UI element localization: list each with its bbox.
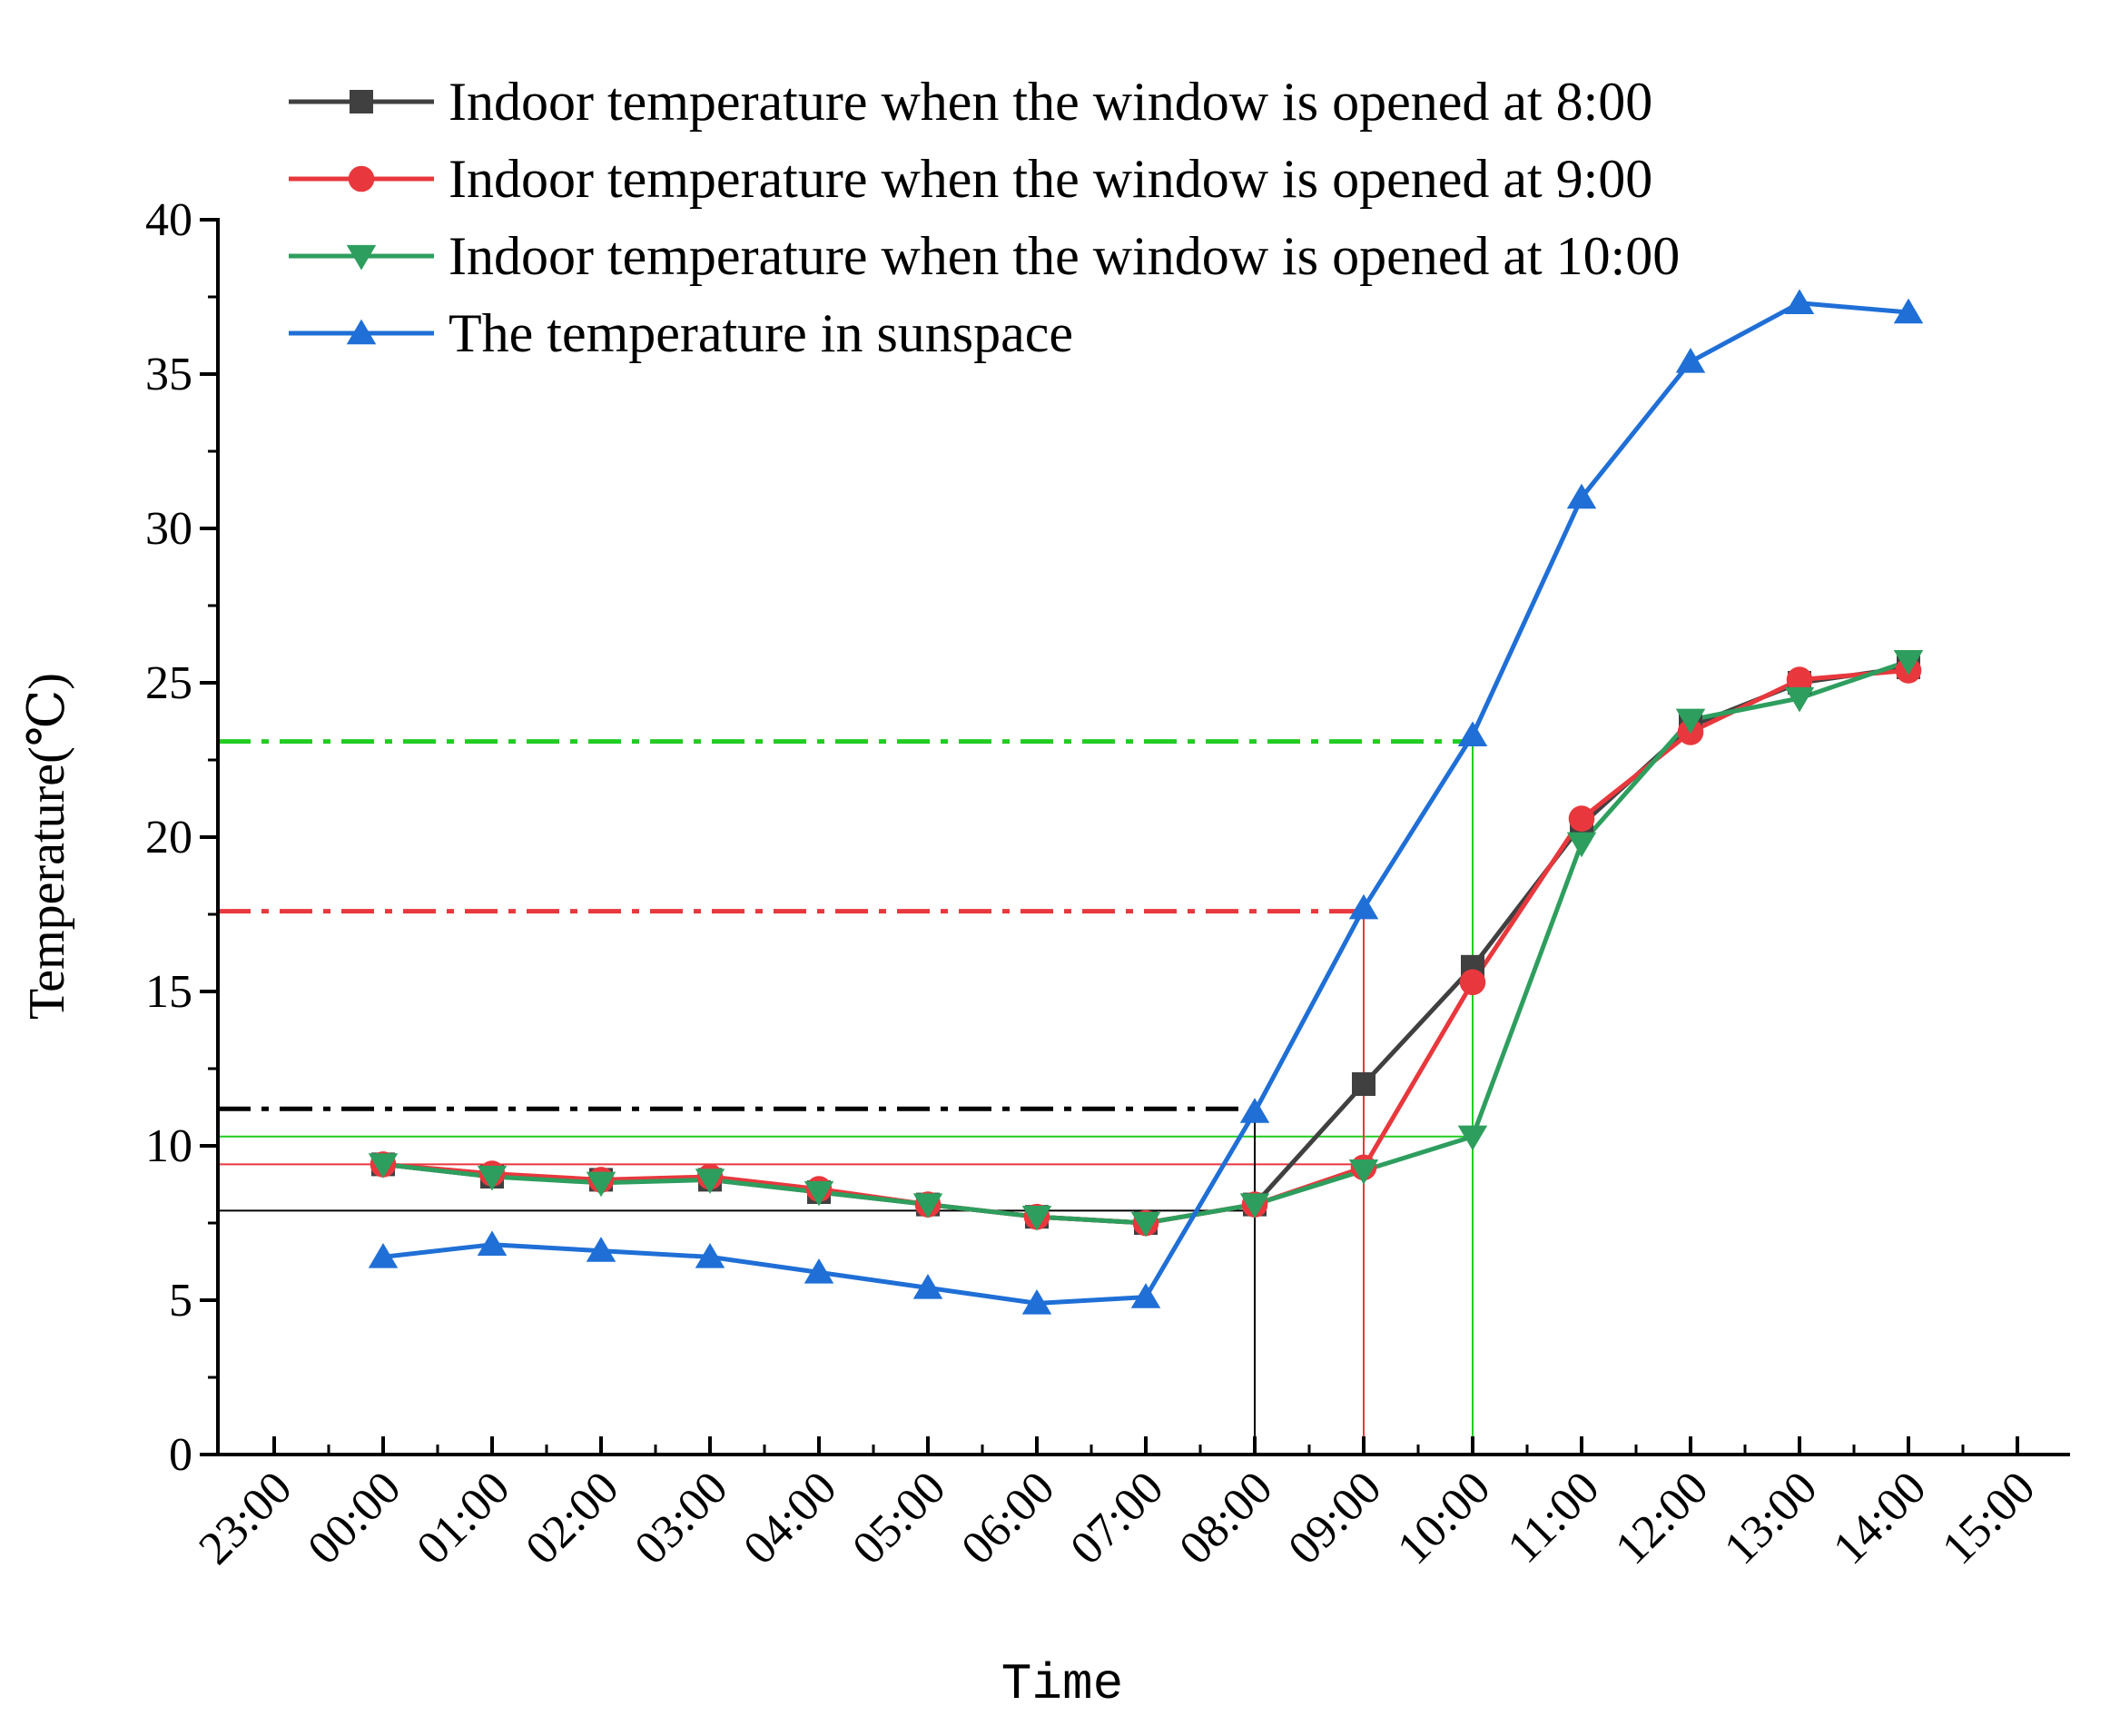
data-point-s3-2 [477, 1165, 508, 1191]
data-point-s4-7 [1021, 1288, 1052, 1315]
y-tick-label-35: 35 [145, 349, 192, 400]
legend-marker-1 [350, 90, 373, 113]
data-point-s4-9 [1239, 1098, 1270, 1123]
x-axis-label: Time [1001, 1655, 1123, 1713]
y-tick-label-0: 0 [169, 1429, 192, 1481]
reference-lines [218, 735, 1474, 1455]
data-point-s3-12 [1566, 832, 1597, 858]
data-point-s3-3 [586, 1171, 616, 1198]
legend-label-3: Indoor temperature when the window is op… [449, 226, 1680, 286]
data-point-s4-2 [477, 1230, 508, 1256]
legend-label-1: Indoor temperature when the window is op… [449, 72, 1652, 132]
series-markers [368, 289, 1924, 1315]
data-point-s4-15 [1893, 298, 1924, 324]
data-point-s3-5 [804, 1180, 834, 1207]
data-point-s4-13 [1675, 347, 1706, 373]
legend-marker-2 [348, 165, 375, 192]
data-point-s4-5 [804, 1258, 834, 1284]
data-point-s3-13 [1675, 708, 1706, 735]
data-point-s4-11 [1457, 721, 1488, 746]
legend-label-2: Indoor temperature when the window is op… [449, 149, 1652, 209]
data-point-s4-3 [586, 1237, 616, 1262]
y-tick-label-30: 30 [145, 503, 192, 555]
y-tick-label-25: 25 [145, 657, 192, 709]
y-tick-label-20: 20 [145, 812, 192, 863]
data-point-s3-4 [695, 1169, 725, 1194]
data-point-s2-12 [1568, 805, 1595, 832]
y-axis-label: Temperature(℃) [19, 673, 75, 1020]
legend-marker-3 [346, 244, 377, 271]
data-point-s3-1 [368, 1153, 399, 1179]
data-point-s4-4 [695, 1242, 725, 1268]
y-tick-label-10: 10 [145, 1120, 192, 1172]
data-point-s2-11 [1459, 969, 1486, 996]
data-point-s3-10 [1348, 1159, 1379, 1185]
legend-marker-4 [346, 319, 377, 345]
data-point-s4-14 [1784, 289, 1815, 314]
data-point-s4-10 [1348, 893, 1379, 920]
data-point-s3-14 [1784, 686, 1815, 713]
data-point-s4-8 [1130, 1283, 1161, 1308]
y-tick-label-5: 5 [169, 1275, 192, 1327]
y-tick-label-15: 15 [145, 966, 192, 1018]
legend-label-4: The temperature in sunspace [449, 303, 1073, 363]
data-point-s3-7 [1021, 1206, 1052, 1231]
data-point-s3-6 [912, 1193, 943, 1219]
data-point-s3-8 [1130, 1211, 1161, 1238]
data-point-s4-12 [1566, 483, 1597, 509]
data-point-s2-14 [1786, 666, 1813, 693]
data-point-s4-1 [368, 1242, 399, 1268]
data-point-s1-10 [1352, 1072, 1375, 1096]
data-point-s3-15 [1893, 650, 1924, 676]
data-point-s4-6 [912, 1273, 943, 1299]
axes [200, 218, 2070, 1456]
data-point-s3-11 [1457, 1125, 1488, 1151]
data-point-s3-9 [1239, 1193, 1270, 1219]
legend: Indoor temperature when the window is op… [289, 72, 1680, 363]
y-tick-label-40: 40 [145, 194, 192, 246]
